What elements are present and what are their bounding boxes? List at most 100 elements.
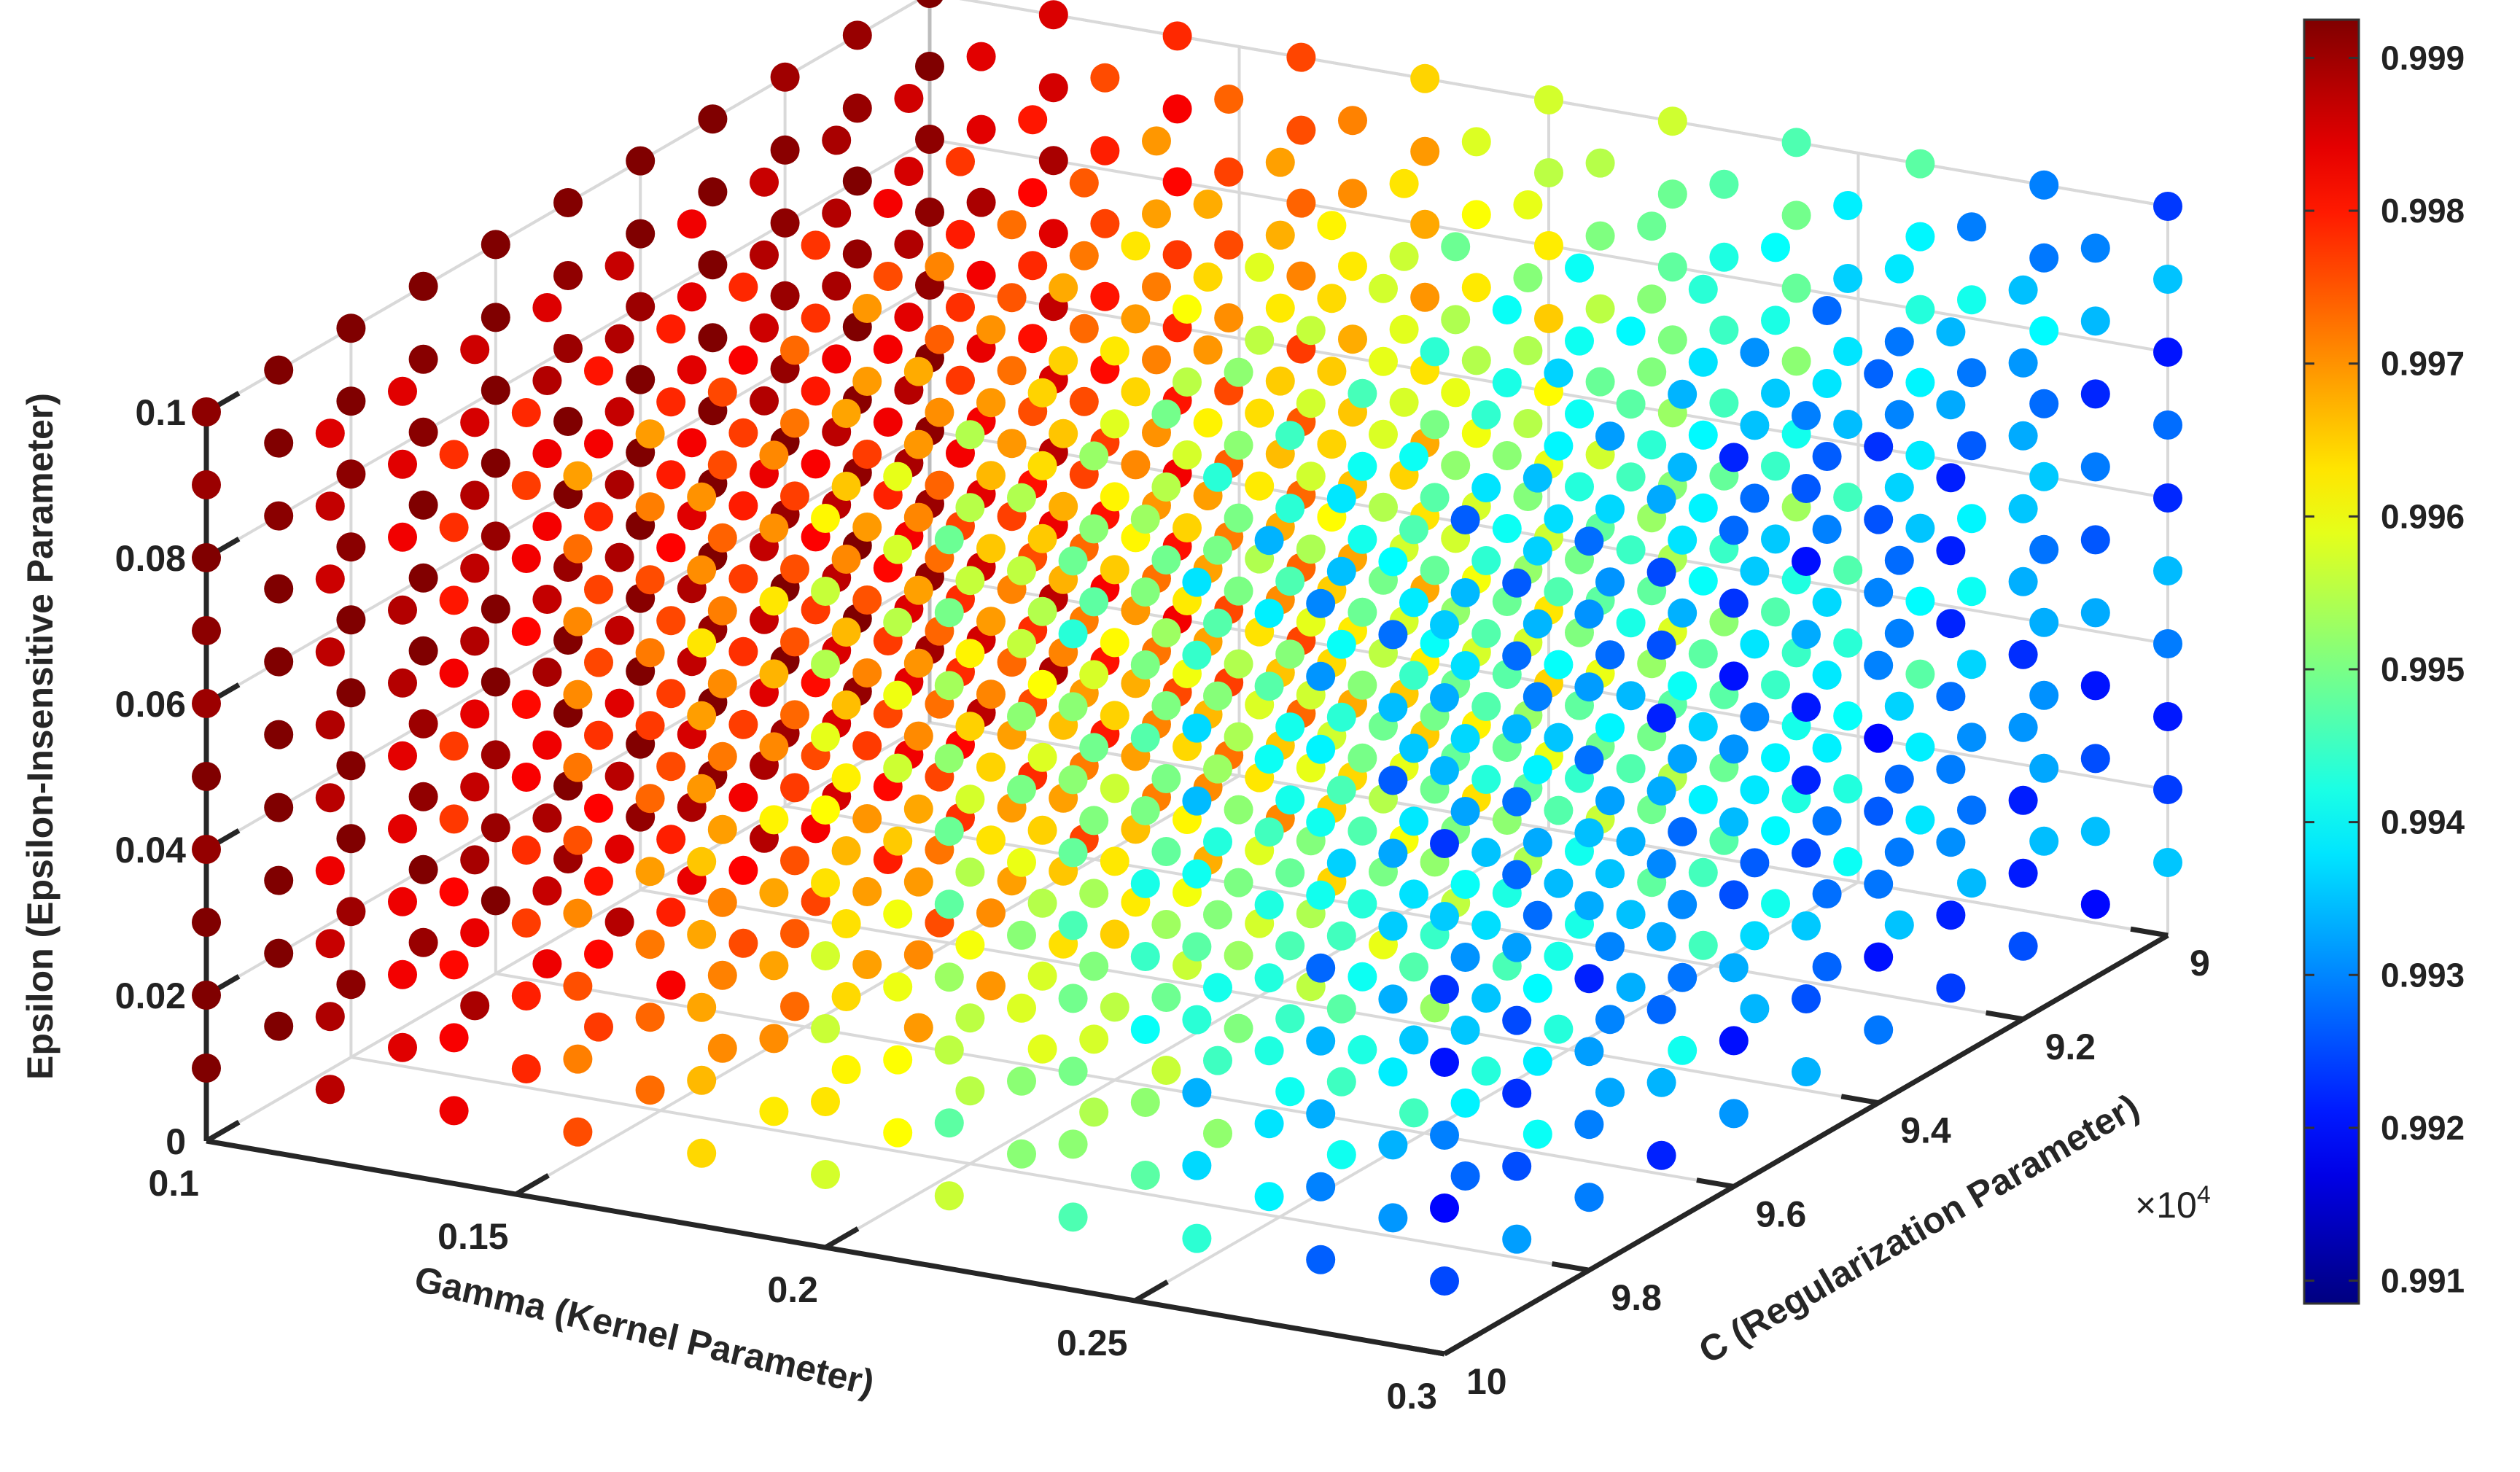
data-point <box>1378 1130 1408 1160</box>
data-point <box>934 1181 964 1211</box>
data-point <box>1245 398 1275 428</box>
data-point <box>1544 504 1574 534</box>
data-point <box>604 688 634 718</box>
data-point <box>439 1096 469 1126</box>
data-point <box>728 855 758 885</box>
data-point <box>883 826 913 856</box>
data-point <box>759 732 789 762</box>
data-point <box>1100 409 1129 439</box>
data-point <box>822 198 852 228</box>
data-point <box>1792 547 1821 576</box>
data-point <box>1522 973 1552 1003</box>
data-points <box>192 0 2182 1296</box>
data-point <box>460 845 490 875</box>
data-point <box>1646 994 1676 1024</box>
data-point <box>1326 556 1356 586</box>
data-point <box>388 814 417 844</box>
data-point <box>336 605 366 635</box>
data-point <box>1502 932 1532 962</box>
data-point <box>192 543 221 572</box>
data-point <box>563 825 593 855</box>
data-point <box>1719 953 1749 983</box>
colorbar-tick-label: 0.997 <box>2381 345 2465 383</box>
data-point <box>2080 233 2110 263</box>
data-point <box>1812 442 1842 471</box>
data-point <box>1740 775 1770 805</box>
data-point <box>925 324 954 354</box>
data-point <box>1740 848 1770 878</box>
data-point <box>1069 168 1099 198</box>
data-point <box>460 408 490 437</box>
data-point <box>1719 807 1749 837</box>
data-point <box>1038 219 1068 249</box>
data-point <box>1254 526 1284 556</box>
data-point <box>698 177 728 207</box>
data-point <box>1833 847 1863 876</box>
z-axis-title: Epsilon (Epsilon-Insensitive Parameter) <box>20 393 61 1080</box>
data-point <box>707 669 737 698</box>
data-point <box>604 761 634 791</box>
data-point <box>1616 973 1646 1002</box>
data-point <box>831 763 861 793</box>
data-point <box>1864 359 1894 389</box>
data-point <box>1534 158 1563 187</box>
data-point <box>1522 1046 1552 1076</box>
data-point <box>1203 1118 1232 1148</box>
data-point <box>532 803 562 833</box>
data-point <box>1079 587 1109 617</box>
data-point <box>1688 930 1718 960</box>
data-point <box>563 1117 593 1147</box>
data-point <box>1079 1024 1109 1054</box>
data-point <box>976 752 1006 782</box>
data-point <box>192 616 221 645</box>
data-point <box>1574 1037 1604 1067</box>
data-point <box>955 1076 985 1106</box>
data-point <box>1306 734 1336 764</box>
data-point <box>1688 857 1718 887</box>
data-point <box>1378 766 1408 795</box>
data-point <box>1326 921 1356 951</box>
data-point <box>2008 421 2038 451</box>
data-point <box>1275 785 1305 815</box>
data-point <box>460 480 490 510</box>
data-point <box>1657 179 1687 209</box>
y-axis-tick <box>1696 1177 1735 1189</box>
data-point <box>1378 1203 1408 1233</box>
data-point <box>1719 443 1749 472</box>
data-point <box>604 615 634 645</box>
data-point <box>1420 556 1450 585</box>
data-point <box>1378 984 1408 1014</box>
data-point <box>2080 525 2110 555</box>
data-point <box>811 723 840 752</box>
data-point <box>1565 253 1594 283</box>
data-point <box>1471 984 1501 1013</box>
data-point <box>1905 732 1935 762</box>
data-point <box>852 294 882 323</box>
data-point <box>460 553 490 583</box>
data-point <box>1957 577 1986 607</box>
data-point <box>1430 1121 1459 1150</box>
data-point <box>873 262 903 291</box>
data-point <box>626 219 656 249</box>
data-point <box>460 335 490 365</box>
data-point <box>1936 390 1966 420</box>
y-axis-tick <box>1840 1094 1879 1106</box>
data-point <box>811 868 840 897</box>
data-point <box>1471 692 1501 721</box>
data-point <box>1306 661 1336 691</box>
data-point <box>388 522 417 552</box>
data-point <box>976 388 1006 418</box>
data-point <box>1018 251 1048 281</box>
data-point <box>1864 869 1894 899</box>
data-point <box>563 679 593 709</box>
data-point <box>1193 262 1223 292</box>
data-point <box>2029 243 2059 273</box>
data-point <box>553 334 583 363</box>
data-point <box>946 219 975 249</box>
data-point <box>1254 671 1284 701</box>
data-point <box>822 344 852 374</box>
data-point <box>532 876 562 906</box>
data-point <box>1100 701 1129 731</box>
data-point <box>1502 568 1532 598</box>
data-point <box>1637 211 1667 241</box>
